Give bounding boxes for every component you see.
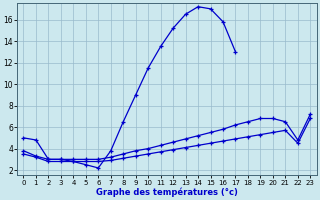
- X-axis label: Graphe des températures (°c): Graphe des températures (°c): [96, 187, 238, 197]
